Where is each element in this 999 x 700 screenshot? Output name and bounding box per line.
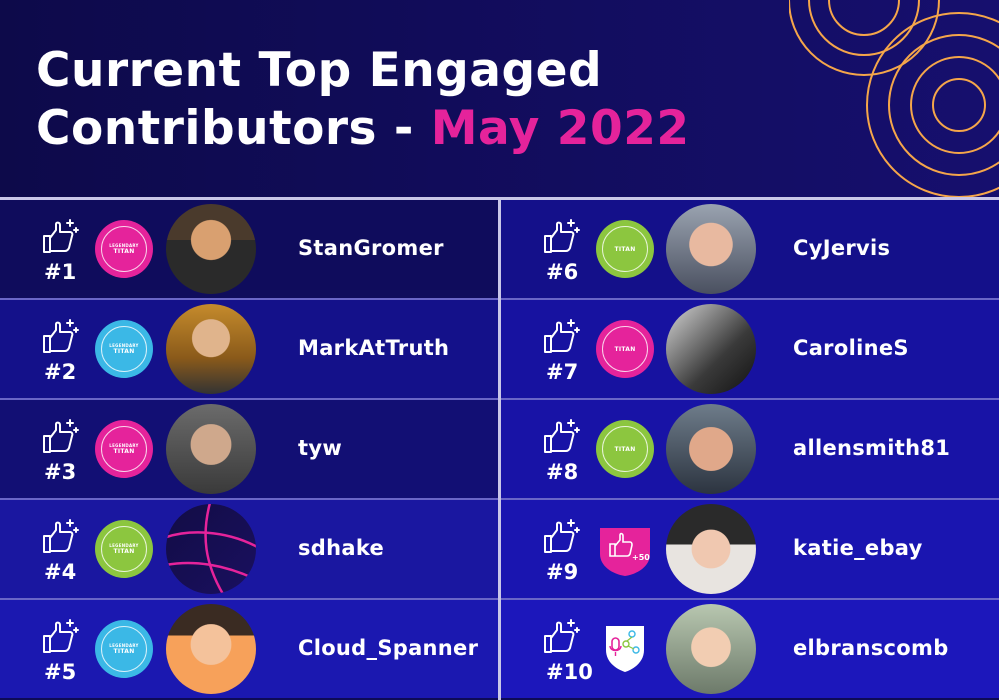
avatar (166, 204, 256, 294)
avatar (166, 404, 256, 494)
leaderboard-row: #7 TITAN CarolineS (501, 300, 999, 398)
rank-label: #7 (546, 360, 579, 384)
badge-tier: LEGENDARY (109, 543, 139, 548)
badge-title: TITAN (113, 248, 135, 255)
avatar (166, 504, 256, 594)
leaderboard-row: #9 +50 katie_ebay (501, 500, 999, 598)
rank-badge-icon: TITAN (596, 220, 654, 278)
avatar (666, 304, 756, 394)
badge-inner: LEGENDARY TITAN (101, 426, 147, 472)
thumbs-up-icon (541, 516, 581, 556)
title-prefix: Contributors - (36, 101, 431, 156)
badge-inner: LEGENDARY TITAN (101, 526, 147, 572)
rank-label: #9 (546, 560, 579, 584)
thumbs-up-icon (40, 616, 80, 656)
contributor-name[interactable]: allensmith81 (793, 436, 951, 460)
leaderboard-row: #5 LEGENDARY TITAN Cloud_Spanner (0, 600, 498, 698)
badge-title: TITAN (113, 648, 135, 655)
leaderboard-row: #3 LEGENDARY TITAN tyw (0, 400, 498, 498)
badge-inner: TITAN (602, 426, 648, 472)
badge-inner: TITAN (602, 326, 648, 372)
thumbs-up-icon (541, 216, 581, 256)
thumbs-up-shield-badge-icon: +50 (596, 520, 654, 578)
rank-badge-icon: TITAN (596, 320, 654, 378)
rank-label: #1 (44, 260, 77, 284)
badge-title: TITAN (113, 348, 135, 355)
contributor-name[interactable]: tyw (298, 436, 343, 460)
rank-label: #4 (44, 560, 77, 584)
thumbs-up-icon (40, 216, 80, 256)
rank-label: #5 (44, 660, 77, 684)
rank-badge-icon: LEGENDARY TITAN (95, 320, 153, 378)
rank-label: #10 (546, 660, 593, 684)
rank-badge-icon: LEGENDARY TITAN (95, 620, 153, 678)
thumbs-up-icon (40, 316, 80, 356)
title-line1: Current Top Engaged (36, 43, 603, 98)
avatar (166, 304, 256, 394)
badge-inner: LEGENDARY TITAN (101, 626, 147, 672)
badge-inner: TITAN (602, 226, 648, 272)
badge-inner: LEGENDARY TITAN (101, 326, 147, 372)
rank-label: #2 (44, 360, 77, 384)
leaderboard-row: #1 LEGENDARY TITAN StanGromer (0, 200, 498, 298)
leaderboard-row: #2 LEGENDARY TITAN MarkAtTruth (0, 300, 498, 398)
contributor-name[interactable]: CarolineS (793, 336, 909, 360)
avatar (666, 604, 756, 694)
leaderboard-row: #6 TITAN CyJervis (501, 200, 999, 298)
avatar (166, 604, 256, 694)
header-divider (0, 197, 999, 200)
contributor-name[interactable]: katie_ebay (793, 536, 923, 560)
rank-label: #6 (546, 260, 579, 284)
column-divider (498, 200, 501, 700)
contributor-name[interactable]: Cloud_Spanner (298, 636, 479, 660)
leaderboard-row: #4 LEGENDARY TITAN sdhake (0, 500, 498, 598)
podcast-shield-badge-icon (596, 620, 654, 678)
contributor-name[interactable]: sdhake (298, 536, 385, 560)
badge-title: TITAN (113, 548, 135, 555)
leaderboard-row: #8 TITAN allensmith81 (501, 400, 999, 498)
decorative-rings-icon (789, 0, 999, 197)
badge-title: TITAN (614, 345, 636, 353)
leaderboard: #1 LEGENDARY TITAN StanGromer #2 LEGENDARY TIT… (0, 200, 999, 700)
rank-badge-icon: TITAN (596, 420, 654, 478)
title-month: May 2022 (430, 101, 690, 156)
rank-label: #8 (546, 460, 579, 484)
avatar (666, 504, 756, 594)
badge-tier: LEGENDARY (109, 443, 139, 448)
badge-tier: LEGENDARY (109, 343, 139, 348)
rank-badge-icon: LEGENDARY TITAN (95, 420, 153, 478)
avatar (666, 204, 756, 294)
thumbs-up-icon (541, 616, 581, 656)
leaderboard-row: #10 elbranscomb (501, 600, 999, 698)
thumbs-up-icon (541, 416, 581, 456)
badge-tier: LEGENDARY (109, 243, 139, 248)
avatar (666, 404, 756, 494)
rank-badge-icon: LEGENDARY TITAN (95, 220, 153, 278)
badge-title: TITAN (614, 445, 636, 453)
header: Current Top Engaged Contributors - May 2… (0, 0, 999, 197)
svg-text:+50: +50 (632, 553, 650, 562)
contributor-name[interactable]: elbranscomb (793, 636, 949, 660)
contributor-name[interactable]: CyJervis (793, 236, 891, 260)
thumbs-up-icon (40, 516, 80, 556)
thumbs-up-icon (40, 416, 80, 456)
contributor-name[interactable]: MarkAtTruth (298, 336, 450, 360)
badge-tier: LEGENDARY (109, 643, 139, 648)
badge-inner: LEGENDARY TITAN (101, 226, 147, 272)
rank-label: #3 (44, 460, 77, 484)
thumbs-up-icon (541, 316, 581, 356)
badge-title: TITAN (113, 448, 135, 455)
contributor-name[interactable]: StanGromer (298, 236, 444, 260)
rank-badge-icon: LEGENDARY TITAN (95, 520, 153, 578)
title-line2: Contributors - May 2022 (36, 100, 690, 158)
badge-title: TITAN (614, 245, 636, 253)
page-title: Current Top Engaged Contributors - May 2… (36, 42, 690, 158)
